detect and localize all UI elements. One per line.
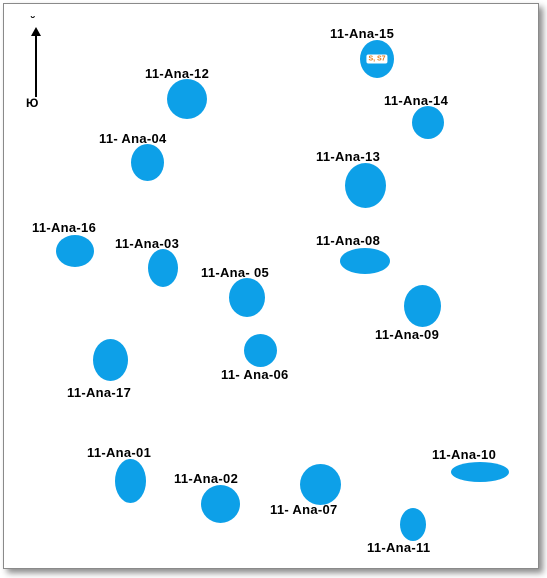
site-label-ana-06: 11- Ana-06 (221, 367, 289, 382)
site-label-ana-07: 11- Ana-07 (270, 502, 338, 517)
site-ana-09[interactable] (404, 285, 441, 327)
site-label-ana-16: 11-Ana-16 (32, 220, 97, 235)
site-label-ana-03: 11-Ana-03 (115, 236, 180, 251)
site-ana-04[interactable] (131, 144, 164, 181)
north-arrow-shaft (35, 33, 37, 97)
site-label-ana-10: 11-Ana-10 (432, 447, 497, 462)
site-label-ana-09: 11-Ana-09 (375, 327, 440, 342)
site-ana-12[interactable] (167, 79, 207, 119)
site-label-ana-17: 11-Ana-17 (67, 385, 132, 400)
site-label-ana-04: 11- Ana-04 (99, 131, 167, 146)
site-label-ana-15: 11-Ana-15 (330, 26, 395, 41)
site-ana-13[interactable] (345, 163, 386, 208)
site-label-ana-05: 11-Ana- 05 (201, 265, 270, 280)
site-ana-10[interactable] (451, 462, 509, 482)
north-arrow-icon (31, 27, 41, 36)
site-ana-14[interactable] (412, 106, 444, 139)
site-label-ana-11: 11-Ana-11 (367, 540, 431, 555)
site-ana-15[interactable]: S, S7 (360, 40, 394, 78)
site-ana-05[interactable] (229, 278, 265, 317)
site-ana-02[interactable] (201, 485, 240, 523)
north-label: Ю (26, 96, 39, 110)
site-ana-11[interactable] (400, 508, 426, 541)
site-ana-06[interactable] (244, 334, 277, 367)
site-ana-17[interactable] (93, 339, 128, 381)
site-ana-08[interactable] (340, 248, 390, 274)
site-label-ana-12: 11-Ana-12 (145, 66, 210, 81)
site-label-ana-08: 11-Ana-08 (316, 233, 381, 248)
site-ana-16[interactable] (56, 235, 94, 267)
map-frame (3, 3, 539, 569)
site-ana-01[interactable] (115, 459, 146, 503)
site-ana-03[interactable] (148, 249, 178, 287)
site-ana-15-note: S, S7 (366, 54, 388, 64)
site-label-ana-13: 11-Ana-13 (316, 149, 381, 164)
north-mark: ˘ (31, 14, 35, 28)
site-label-ana-01: 11-Ana-01 (87, 445, 152, 460)
site-label-ana-14: 11-Ana-14 (384, 93, 449, 108)
site-ana-07[interactable] (300, 464, 341, 505)
site-label-ana-02: 11-Ana-02 (174, 471, 239, 486)
